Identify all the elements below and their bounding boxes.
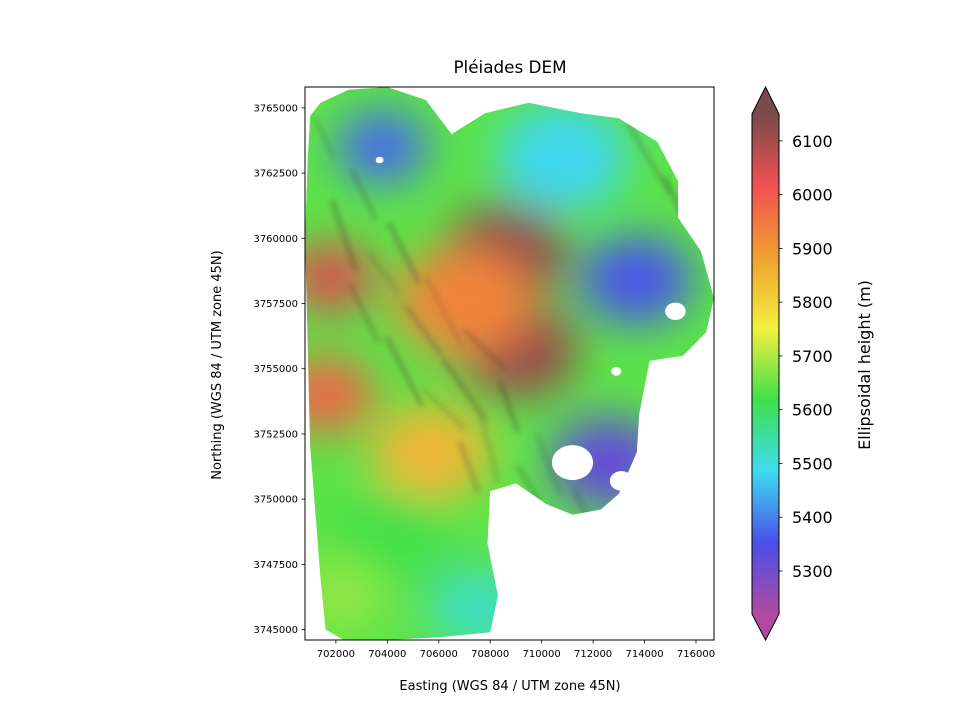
y-tick-label: 3752500 bbox=[253, 429, 298, 440]
colorbar-tick-label: 5500 bbox=[792, 454, 833, 473]
colorbar-ticks: 5300 5400 5500 5600 5700 5800 5900 6000 6100 bbox=[779, 132, 833, 581]
x-tick-label: 702000 bbox=[317, 649, 355, 660]
x-tick-label: 708000 bbox=[471, 649, 509, 660]
y-tick-label: 3750000 bbox=[253, 495, 298, 506]
colorbar-gradient bbox=[752, 114, 779, 614]
hillshade-ridge bbox=[647, 593, 691, 640]
x-tick-label: 714000 bbox=[625, 649, 663, 660]
y-axis-label: Northing (WGS 84 / UTM zone 45N) bbox=[210, 250, 225, 479]
hillshade-ridge bbox=[683, 146, 705, 208]
hillshade-ridge bbox=[461, 327, 507, 371]
y-tick-label: 3755000 bbox=[253, 364, 298, 375]
nodata-patch bbox=[665, 302, 686, 320]
elevation-feature bbox=[336, 110, 429, 184]
hillshade-ridge bbox=[350, 169, 378, 221]
elevation-feature bbox=[429, 568, 530, 640]
colorbar-outline bbox=[751, 85, 780, 642]
colorbar-tick-label: 5400 bbox=[792, 508, 833, 527]
colorbar-tick-label: 5800 bbox=[792, 293, 833, 312]
colorbar-tick-label: 5300 bbox=[792, 562, 833, 581]
y-tick-label: 3747500 bbox=[253, 560, 298, 571]
x-axis-label: Easting (WGS 84 / UTM zone 45N) bbox=[399, 679, 620, 694]
hillshade-ridge bbox=[384, 335, 424, 407]
colorbar: 5300 5400 5500 5600 5700 5800 5900 6000 6100 Ell… bbox=[751, 85, 874, 642]
hillshade-ridge bbox=[425, 275, 463, 347]
elevation-feature bbox=[394, 244, 535, 357]
y-tick-label: 3762500 bbox=[253, 169, 298, 180]
hillshade-ridge bbox=[590, 570, 628, 632]
colorbar-label: Ellipsoidal height (m) bbox=[855, 280, 874, 450]
hillshade-ridge bbox=[422, 388, 466, 430]
colorbar-tick-label: 5700 bbox=[792, 347, 833, 366]
x-axis-ticks: 702000 704000 706000 708000 710000 712000 7140… bbox=[317, 640, 715, 660]
nodata-patch bbox=[375, 156, 384, 164]
hillshade-ridge bbox=[404, 305, 444, 357]
hillshade-ridge bbox=[387, 222, 421, 284]
hillshade-ridge bbox=[441, 357, 487, 421]
y-tick-label: 3765000 bbox=[253, 103, 298, 114]
plot-frame bbox=[304, 86, 715, 641]
hillshade-ridge bbox=[536, 434, 562, 496]
hillshade-ridge bbox=[330, 199, 358, 271]
hillshade-ridge bbox=[498, 381, 520, 433]
elevation-feature bbox=[496, 104, 629, 211]
elevation-feature bbox=[580, 235, 693, 325]
y-tick-label: 3760000 bbox=[253, 234, 298, 245]
y-axis-ticks: 3745000 3747500 3750000 3752500 3755000 37575… bbox=[253, 103, 305, 636]
nodata-patch bbox=[609, 471, 634, 491]
colorbar-tick-label: 6000 bbox=[792, 186, 833, 205]
x-tick-label: 704000 bbox=[368, 649, 406, 660]
hillshade-ridge bbox=[314, 116, 334, 158]
chart-title: Pléiades DEM bbox=[453, 57, 566, 77]
colorbar-tick-label: 5600 bbox=[792, 401, 833, 420]
hillshade-ridge bbox=[368, 252, 400, 294]
hillshade-ridge bbox=[479, 411, 499, 483]
elevation-feature bbox=[371, 404, 491, 501]
colorbar-tick-label: 6100 bbox=[792, 132, 833, 151]
elevation-feature bbox=[305, 356, 374, 434]
colorbar-extend-max bbox=[752, 87, 779, 114]
x-tick-label: 716000 bbox=[677, 649, 715, 660]
colorbar-tick-label: 5900 bbox=[792, 239, 833, 258]
hillshade-ridge bbox=[552, 516, 586, 570]
y-tick-label: 3745000 bbox=[253, 625, 298, 636]
dem-nodata-patches bbox=[375, 156, 686, 491]
nodata-patch bbox=[551, 445, 594, 481]
hillshade-ridge bbox=[458, 441, 480, 493]
x-tick-label: 710000 bbox=[523, 649, 561, 660]
hillshade-ridge bbox=[609, 539, 649, 583]
elevation-feature bbox=[332, 487, 453, 584]
nodata-patch bbox=[611, 366, 622, 376]
x-tick-label: 712000 bbox=[574, 649, 612, 660]
y-tick-label: 3757500 bbox=[253, 299, 298, 310]
colorbar-extend-min bbox=[752, 614, 779, 640]
dem-elevation-features bbox=[305, 104, 693, 640]
x-tick-label: 706000 bbox=[420, 649, 458, 660]
hillshade-ridge bbox=[347, 282, 381, 344]
elevation-feature bbox=[305, 242, 375, 313]
hillshade-ridge bbox=[626, 123, 672, 195]
dem-raster bbox=[305, 87, 714, 640]
